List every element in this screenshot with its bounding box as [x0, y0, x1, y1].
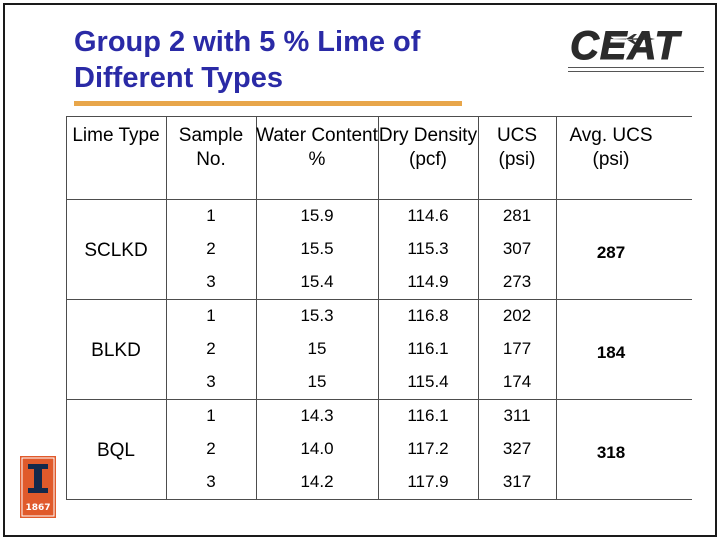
lime-type-cell: BLKD: [91, 340, 141, 361]
avg-ucs-cell: 318: [596, 443, 626, 462]
lime-type-cell: BQL: [96, 440, 136, 461]
title-line-1: Group 2 with 5 % Lime of: [74, 26, 421, 58]
avg-ucs-cell: 287: [596, 243, 626, 262]
logo-wordmark: CEAT: [570, 24, 680, 68]
university-seal-icon: 1867: [20, 456, 56, 518]
ceat-logo: CEAT: [566, 20, 706, 80]
slide-frame: [3, 3, 717, 537]
header-avg-ucs: Avg. UCS (psi): [569, 125, 653, 170]
header-dry-density: Dry Density (pcf): [378, 125, 478, 170]
header-lime-type: Lime Type: [72, 125, 160, 146]
title-line-2: Different Types: [74, 62, 283, 94]
header-water-content: Water Content %: [256, 125, 378, 170]
title-underline: [74, 101, 462, 106]
header-sample-no: Sample No.: [178, 125, 244, 170]
lime-type-cell: SCLKD: [84, 240, 148, 261]
logo-underline: [568, 67, 704, 72]
header-ucs: UCS (psi): [496, 125, 538, 170]
avg-ucs-cell: 184: [596, 343, 626, 362]
slide-title: Group 2 with 5 % Lime of Different Types: [74, 24, 420, 96]
seal-year: 1867: [25, 503, 50, 513]
results-table: Lime Type Sample No. Water Content % Dry…: [66, 116, 692, 516]
airplane-icon: [607, 34, 655, 44]
